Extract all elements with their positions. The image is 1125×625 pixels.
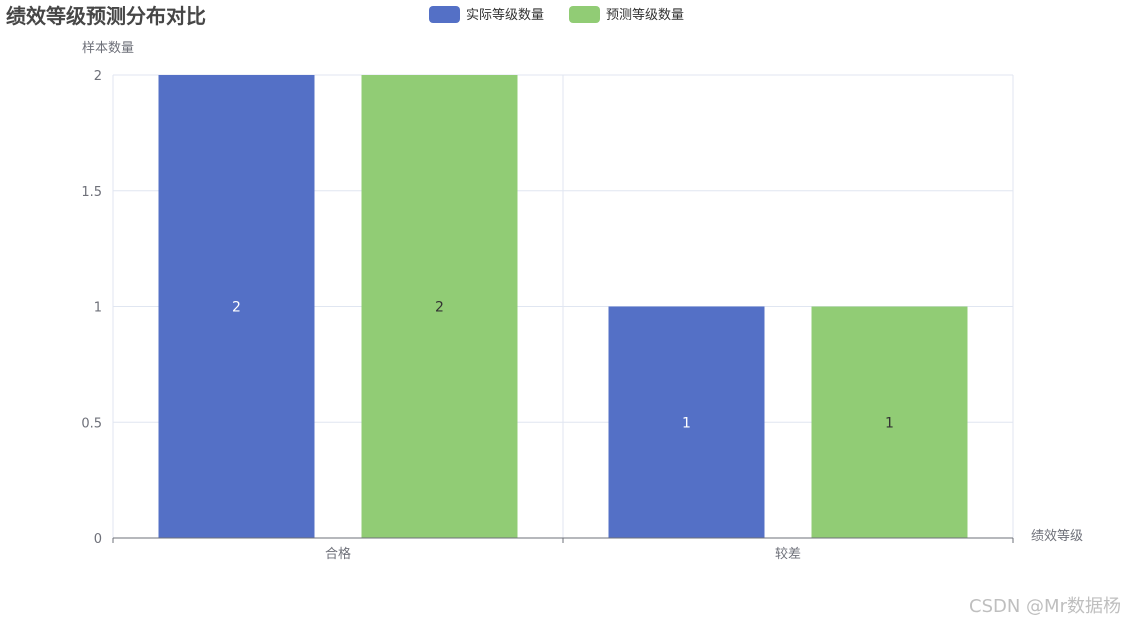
watermark: CSDN @Mr数据杨: [969, 596, 1121, 617]
y-tick-label: 0.5: [81, 416, 102, 431]
labels: 0 0.5 1 1.5 2 2 2 合格 1 1 较差: [81, 69, 894, 562]
bars: [158, 75, 968, 539]
bar-value-label: 1: [682, 415, 691, 431]
x-tick-label: 合格: [325, 546, 351, 562]
bar-predicted-0[interactable]: [361, 75, 518, 538]
legend-swatch-predicted: [569, 6, 600, 23]
legend-item-actual[interactable]: 实际等级数量: [429, 6, 544, 23]
legend-label-actual: 实际等级数量: [466, 7, 544, 23]
x-axis-name: 绩效等级: [1031, 528, 1083, 544]
legend: 实际等级数量 预测等级数量: [429, 6, 684, 23]
bar-value-label: 2: [435, 300, 444, 316]
y-tick-label: 1: [94, 301, 102, 316]
chart-title: 绩效等级预测分布对比: [6, 4, 206, 28]
bar-actual-0[interactable]: [158, 75, 315, 538]
y-tick-label: 1.5: [81, 185, 102, 200]
bar-value-label: 2: [232, 300, 241, 316]
legend-swatch-actual: [429, 6, 460, 23]
legend-label-predicted: 预测等级数量: [606, 7, 684, 23]
y-tick-label: 0: [94, 532, 102, 547]
y-axis-name: 样本数量: [82, 41, 134, 56]
bar-value-label: 1: [885, 415, 894, 431]
bar-actual-1[interactable]: [608, 306, 765, 539]
bar-predicted-1[interactable]: [811, 306, 968, 539]
legend-item-predicted[interactable]: 预测等级数量: [569, 6, 684, 23]
y-tick-label: 2: [94, 69, 102, 84]
axes: [112, 537, 1014, 543]
x-tick-label: 较差: [775, 547, 801, 562]
